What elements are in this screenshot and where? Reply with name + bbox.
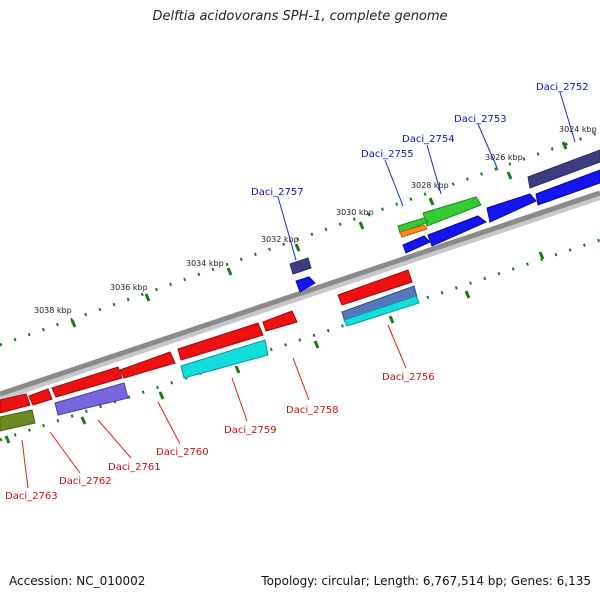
tick-mark [80,416,87,425]
tick-label: 3036 kbp [110,283,148,292]
tick-mark [313,340,320,349]
gene-daci-2763-red-arrow[interactable] [0,393,31,414]
tick-label: 3026 kbp [485,153,523,162]
connector [384,159,404,207]
connector [21,439,29,489]
gene-daci-2763-arrow[interactable] [0,409,36,432]
connector [157,401,181,445]
gene-blue-arrow-a[interactable] [427,215,487,247]
gene-daci-2759-red-arrow[interactable] [177,322,264,361]
gene-daci-2758-arrow[interactable] [262,310,298,332]
connector [559,91,576,143]
scale-track-inner [0,238,600,442]
tick-mark [428,197,435,206]
tick-mark [464,290,471,299]
gene-daci-2762-arrow[interactable] [28,388,53,406]
tick-mark [158,391,165,400]
gene-daci-2760-arrow[interactable] [119,351,176,379]
connector [277,196,297,261]
tick-mark [234,365,241,374]
connector [49,431,81,474]
tick-label: 3028 kbp [411,181,449,190]
genome-summary: Topology: circular; Length: 6,767,514 bp… [261,574,591,588]
gene-label-daci-2758[interactable]: Daci_2758 [286,405,339,416]
tick-mark [226,267,233,276]
gene-label-daci-2756[interactable]: Daci_2756 [382,372,435,383]
tick-mark [4,435,11,444]
gene-daci-2753-arrow[interactable] [486,193,537,223]
gene-daci-2752-b-arrow[interactable] [535,169,600,206]
gene-label-daci-2757[interactable]: Daci_2757 [251,187,304,198]
gene-label-daci-2761[interactable]: Daci_2761 [108,462,161,473]
tick-mark [294,243,301,252]
reverse-genes [0,269,420,432]
gene-daci-2757-b-arrow[interactable] [295,276,316,293]
gene-label-daci-2752[interactable]: Daci_2752 [536,82,589,93]
gene-label-daci-2754[interactable]: Daci_2754 [402,134,455,145]
connector [97,419,132,459]
gene-daci-2755-arrow[interactable] [399,224,428,238]
gene-daci-2752-arrow[interactable] [527,149,600,189]
tick-mark [506,171,513,180]
gene-label-daci-2763[interactable]: Daci_2763 [5,491,58,502]
gene-blue-arrow-b[interactable] [402,235,431,254]
gene-daci-2761-arrow[interactable] [54,382,129,416]
map-title: Delftia acidovorans SPH-1, complete geno… [152,9,448,24]
gene-label-daci-2762[interactable]: Daci_2762 [59,476,112,487]
genome-backbone [0,190,600,397]
tick-mark [538,251,545,260]
connector [231,377,248,422]
gene-daci-2756-b-arrow[interactable] [341,285,418,323]
tick-mark [70,319,77,328]
tick-label: 3038 kbp [34,306,72,315]
gene-daci-2761-red-arrow[interactable] [51,366,123,398]
gene-label-daci-2753[interactable]: Daci_2753 [454,114,507,125]
tick-label: 3030 kbp [336,208,374,217]
gene-label-daci-2760[interactable]: Daci_2760 [156,447,209,458]
accession-label: Accession: NC_010002 [9,574,146,588]
genome-backbone-shadow [0,194,600,401]
gene-label-daci-2759[interactable]: Daci_2759 [224,425,277,436]
gene-daci-2759-arrow[interactable] [180,339,269,379]
connector [387,324,407,369]
reverse-connectors [21,324,407,489]
gene-label-daci-2755[interactable]: Daci_2755 [361,149,414,160]
tick-mark [388,315,395,324]
tick-label: 3024 kbp [559,125,597,134]
gene-daci-2757-arrow[interactable] [289,257,312,275]
tick-mark [358,221,365,230]
forward-connectors [277,91,576,261]
connector [426,144,442,195]
tick-label: 3032 kbp [261,235,299,244]
major-ticks [4,141,568,444]
tick-mark [561,141,568,150]
connector [477,123,499,171]
forward-genes [289,149,600,293]
tick-mark [144,293,151,302]
tick-label: 3034 kbp [186,259,224,268]
gene-daci-2756-arrow[interactable] [337,269,413,306]
gene-daci-2755-small-arrow[interactable] [397,217,429,234]
scale-track-outer [0,130,600,347]
connector [292,357,310,401]
gene-daci-2756-c-arrow[interactable] [343,295,420,327]
